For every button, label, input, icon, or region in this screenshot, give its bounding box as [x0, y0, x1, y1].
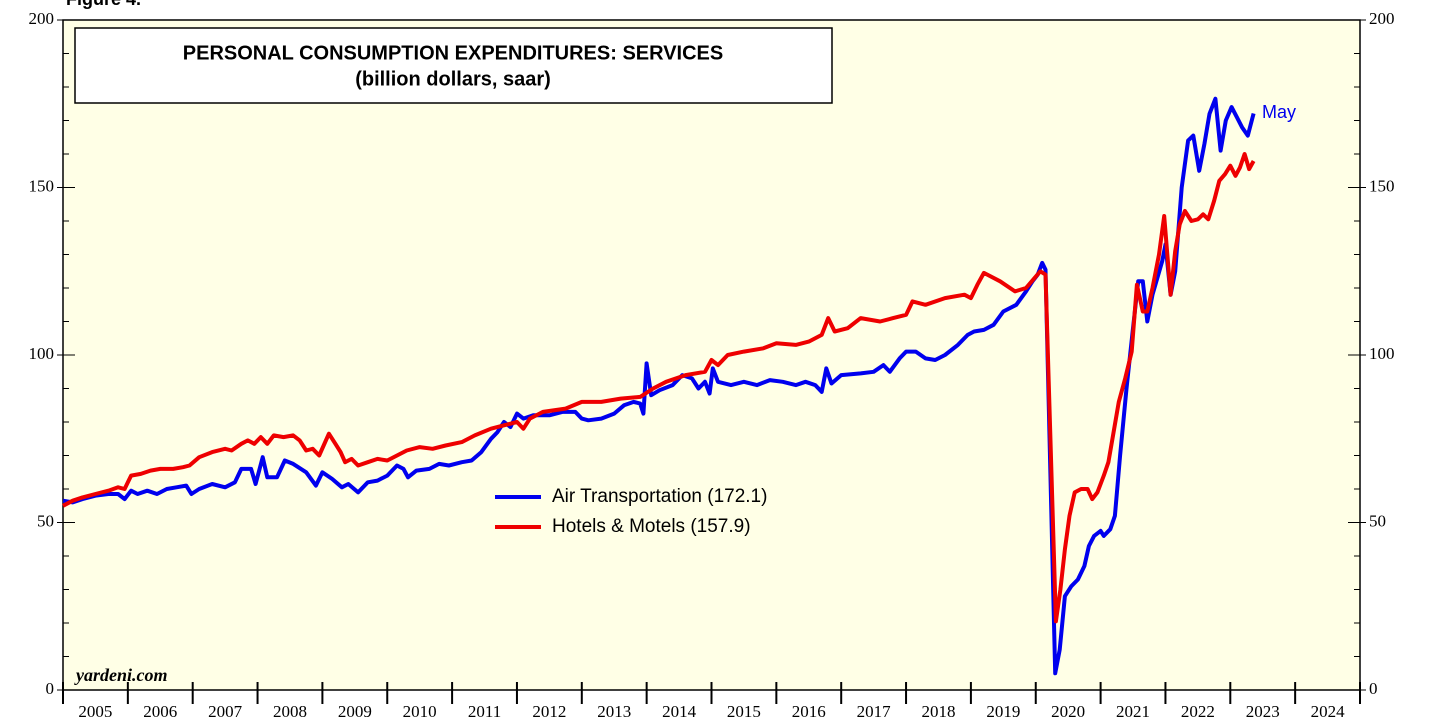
- x-tick-label: 2024: [1311, 702, 1346, 721]
- figure-label: Figure 4.: [66, 0, 141, 9]
- chart-subtitle: (billion dollars, saar): [355, 68, 551, 90]
- x-tick-label: 2009: [338, 702, 372, 721]
- y2-tick-label: 200: [1369, 9, 1395, 28]
- annotation: May: [1262, 102, 1296, 122]
- x-tick-label: 2012: [532, 702, 566, 721]
- y2-tick-label: 100: [1369, 344, 1395, 363]
- x-tick-label: 2014: [662, 702, 697, 721]
- y2-tick-label: 0: [1369, 679, 1378, 698]
- x-tick-label: 2018: [921, 702, 955, 721]
- chart-title: PERSONAL CONSUMPTION EXPENDITURES: SERVI…: [183, 42, 723, 64]
- x-tick-label: 2022: [1181, 702, 1215, 721]
- x-tick-label: 2023: [1246, 702, 1280, 721]
- x-tick-label: 2015: [727, 702, 761, 721]
- y-tick-label: 100: [29, 344, 55, 363]
- legend-label: Hotels & Motels (157.9): [552, 516, 751, 537]
- y-tick-label: 0: [46, 679, 55, 698]
- source: yardeni.com: [74, 665, 168, 685]
- x-tick-label: 2010: [403, 702, 437, 721]
- y2-tick-label: 50: [1369, 511, 1386, 530]
- x-tick-label: 2011: [468, 702, 501, 721]
- y-tick-label: 50: [37, 511, 54, 530]
- legend-label: Air Transportation (172.1): [552, 486, 767, 507]
- y-tick-label: 150: [29, 176, 55, 195]
- plot-area: [62, 19, 1361, 691]
- y-tick-label: 200: [29, 9, 55, 28]
- y2-tick-label: 150: [1369, 176, 1395, 195]
- title-box: [74, 27, 833, 104]
- x-tick-label: 2007: [208, 702, 243, 721]
- line: [62, 96, 1256, 676]
- x-tick-label: 2013: [597, 702, 631, 721]
- x-tick-label: 2016: [792, 702, 826, 721]
- x-tick-label: 2021: [1116, 702, 1150, 721]
- x-tick-label: 2019: [986, 702, 1020, 721]
- line: [62, 152, 1256, 624]
- x-tick-label: 2017: [857, 702, 892, 721]
- x-tick-label: 2006: [143, 702, 177, 721]
- x-tick-label: 2020: [1051, 702, 1085, 721]
- x-tick-label: 2008: [273, 702, 307, 721]
- x-tick-label: 2005: [78, 702, 112, 721]
